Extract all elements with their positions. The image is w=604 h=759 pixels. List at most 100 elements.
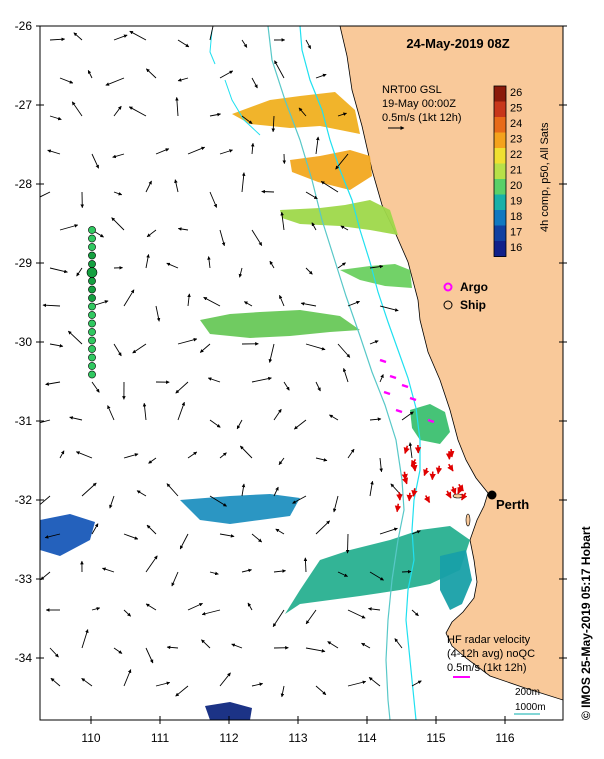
current-vector xyxy=(81,677,93,687)
colorbar-label: 18 xyxy=(510,211,522,223)
current-vector xyxy=(268,343,275,363)
current-vector xyxy=(109,495,115,509)
current-vector xyxy=(347,300,360,307)
current-vector xyxy=(315,136,320,155)
gsl-label-3: 0.5m/s (1kt 12h) xyxy=(382,112,461,124)
current-vector xyxy=(209,26,215,41)
hf-label-1: HF radar velocity xyxy=(447,634,531,646)
current-vector xyxy=(311,222,317,231)
current-vector xyxy=(49,115,62,121)
lat-tick-label: -28 xyxy=(15,177,33,191)
hf-vector xyxy=(435,465,443,475)
current-vector xyxy=(241,172,246,193)
current-vector xyxy=(219,672,231,687)
current-vector xyxy=(187,293,191,307)
ship-position xyxy=(88,277,96,285)
colorbar-label: 17 xyxy=(510,227,522,239)
argo-floats xyxy=(379,358,435,424)
colorbar-swatch xyxy=(494,210,506,226)
sst-colorbar: 26 25 24 23 22 21 20 19 18 17 16 xyxy=(493,85,522,257)
colorbar-label: 25 xyxy=(510,103,522,115)
current-vector xyxy=(305,343,326,351)
current-vector xyxy=(142,402,147,421)
current-vector xyxy=(107,405,115,421)
current-vector xyxy=(209,571,219,576)
current-vector xyxy=(315,685,327,696)
hf-vector xyxy=(457,483,464,492)
current-vector xyxy=(241,115,253,125)
current-vector xyxy=(59,450,65,459)
contour-1000m-label: 1000m xyxy=(515,702,546,713)
current-vector xyxy=(305,267,313,275)
current-vector xyxy=(347,448,355,459)
ship-position xyxy=(88,370,96,379)
current-vector xyxy=(327,641,339,649)
current-vector xyxy=(315,73,327,79)
hf-vector xyxy=(448,448,455,458)
current-vector xyxy=(369,571,384,581)
colorbar-label: 24 xyxy=(510,118,522,130)
current-vector xyxy=(379,527,398,535)
hf-vector xyxy=(403,445,410,455)
current-vector xyxy=(175,97,179,117)
current-vector xyxy=(280,685,285,698)
argo-float xyxy=(395,408,403,414)
current-vector xyxy=(305,647,326,653)
ship-position xyxy=(88,362,96,370)
current-vector xyxy=(145,603,157,611)
lat-tick-label: -30 xyxy=(15,335,33,349)
current-vector xyxy=(123,533,139,540)
hf-vector xyxy=(410,458,417,467)
sst-patch xyxy=(40,514,95,556)
ship-position xyxy=(88,302,96,311)
current-vector xyxy=(45,381,61,386)
argo-float xyxy=(379,358,387,364)
lat-tick-label: -32 xyxy=(15,493,33,507)
credit-text: © IMOS 25-May-2019 05:17 Hobart xyxy=(579,526,593,720)
current-vector xyxy=(292,495,307,504)
current-vector xyxy=(179,533,189,550)
ship-position xyxy=(88,294,96,302)
sst-patch xyxy=(440,550,472,610)
sst-patch xyxy=(180,494,300,524)
current-vector xyxy=(300,302,317,307)
current-vector xyxy=(123,669,132,687)
isobath-inner-contour xyxy=(209,29,261,136)
argo-float xyxy=(409,396,417,402)
sst-patch xyxy=(285,526,470,614)
hf-vector xyxy=(450,486,457,495)
current-vector xyxy=(201,609,221,616)
sst-patch xyxy=(200,310,360,338)
current-vector xyxy=(243,301,253,307)
current-vector xyxy=(236,419,243,430)
current-vector xyxy=(113,34,128,41)
colorbar-label: 21 xyxy=(510,165,522,177)
current-vector xyxy=(174,179,179,193)
current-vector xyxy=(368,676,381,687)
hf-vector xyxy=(406,492,413,502)
current-vector xyxy=(47,149,61,155)
current-vector xyxy=(166,262,179,269)
current-vector xyxy=(145,647,154,664)
sst-patch xyxy=(205,702,252,720)
current-vector xyxy=(175,381,189,394)
argo-legend-symbol xyxy=(443,282,453,292)
hf-vector xyxy=(429,471,436,481)
current-vector xyxy=(251,77,258,89)
perth-label: Perth xyxy=(496,497,529,512)
lon-tick-label: 115 xyxy=(426,731,445,745)
colorbar-swatch xyxy=(494,163,506,180)
current-vector xyxy=(113,191,123,196)
ship-position xyxy=(88,336,96,345)
sst-patch xyxy=(280,200,398,235)
hf-vector xyxy=(445,490,452,499)
current-vector xyxy=(337,343,351,358)
current-vector xyxy=(280,211,285,231)
hf-vector xyxy=(423,495,431,504)
current-vector xyxy=(75,451,93,459)
colorbar-swatch xyxy=(494,86,506,102)
current-vector xyxy=(91,153,100,169)
current-vector xyxy=(347,609,366,619)
hf-vector xyxy=(411,488,418,497)
current-vector xyxy=(369,480,374,497)
